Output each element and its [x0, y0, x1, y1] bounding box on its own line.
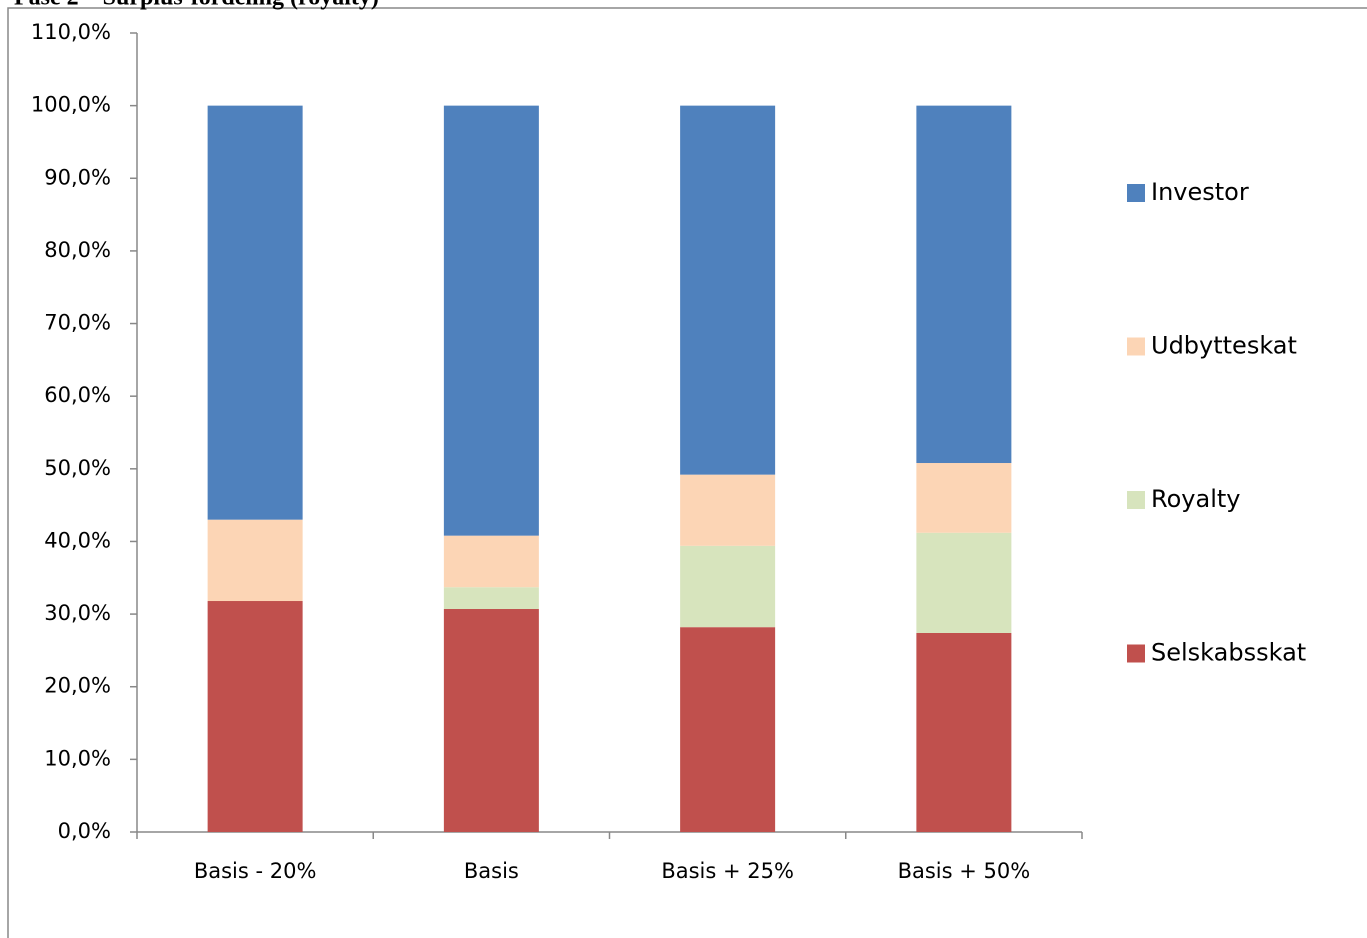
x-tick-label: Basis [464, 859, 519, 883]
bar-segment [680, 474, 776, 546]
y-tick-label: 100,0% [31, 93, 111, 117]
y-tick-label: 0,0% [58, 819, 111, 843]
legend-swatch [1127, 491, 1145, 509]
y-tick-label: 40,0% [44, 528, 111, 552]
bar-segment [443, 587, 539, 610]
legend-label: Royalty [1151, 485, 1240, 513]
x-tick-label: Basis + 25% [661, 859, 794, 883]
y-tick-label: 20,0% [44, 674, 111, 698]
bar-segment [916, 463, 1012, 533]
y-tick-label: 10,0% [44, 746, 111, 770]
legend-swatch [1127, 644, 1145, 663]
chart-title: Fase 2 – Surplus-fordeling (royalty) [14, 0, 379, 11]
bar-segment [443, 105, 539, 536]
y-tick-label: 60,0% [44, 383, 111, 407]
bar-segment [680, 627, 776, 832]
legend-swatch [1127, 184, 1145, 202]
bar-segment [207, 105, 303, 520]
y-tick-label: 50,0% [44, 456, 111, 480]
y-tick-label: 110,0% [31, 20, 111, 44]
y-tick-label: 90,0% [44, 165, 111, 189]
legend-label: Selskabsskat [1151, 639, 1306, 667]
bar-segment [916, 532, 1012, 633]
legend-label: Investor [1151, 178, 1249, 206]
x-tick-label: Basis - 20% [194, 859, 317, 883]
y-tick-label: 30,0% [44, 601, 111, 625]
bar-segment [916, 105, 1012, 464]
bar-segment [207, 519, 303, 602]
legend-swatch [1127, 337, 1145, 356]
legend-label: Udbytteskat [1151, 332, 1297, 360]
y-tick-label: 70,0% [44, 311, 111, 335]
bar-segment [443, 535, 539, 588]
bar-segment [207, 601, 303, 832]
bar-segment [916, 632, 1012, 832]
bar-segment [680, 545, 776, 628]
y-tick-label: 80,0% [44, 238, 111, 262]
x-tick-label: Basis + 50% [898, 859, 1031, 883]
chart-frame [7, 7, 1367, 938]
bar-segment [443, 609, 539, 832]
bar-segment [680, 105, 776, 475]
